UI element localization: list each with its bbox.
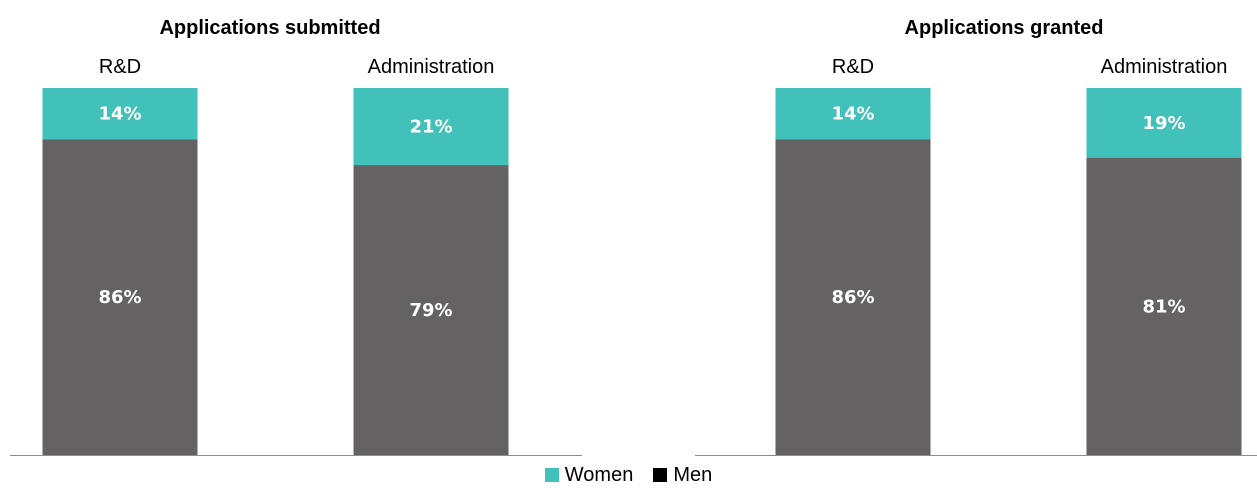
bar-women-1-1 (1086, 88, 1242, 158)
bar-women-0-0 (42, 88, 198, 140)
data-label-men-0-1: 79% (409, 300, 452, 321)
data-label-men-1-0: 86% (831, 287, 874, 308)
legend-item-men: Men (653, 464, 712, 487)
bar-men-0-1 (353, 165, 509, 455)
data-label-women-0-0: 14% (98, 104, 141, 125)
category-label-1-1: Administration (1101, 56, 1228, 78)
legend-swatch-men (653, 468, 668, 482)
data-label-women-0-1: 21% (409, 117, 452, 138)
bar-men-1-1 (1086, 157, 1242, 456)
category-label-0-1: Administration (368, 56, 495, 78)
bar-men-1-0 (775, 139, 931, 455)
legend: Women Men (0, 462, 1257, 488)
chart-title-0: Applications submitted (159, 17, 380, 39)
data-label-men-0-0: 86% (98, 287, 141, 308)
chart-title-1: Applications granted (905, 17, 1104, 39)
legend-item-women: Women (544, 463, 634, 487)
bar-women-0-1 (353, 88, 509, 166)
bar-women-1-0 (775, 88, 931, 140)
legend-label-men: Men (673, 463, 713, 486)
legend-label-women: Women (564, 463, 634, 486)
category-label-1-0: R&D (832, 56, 874, 78)
data-label-women-1-0: 14% (831, 104, 874, 125)
data-label-men-1-1: 81% (1142, 296, 1185, 317)
data-label-women-1-1: 19% (1142, 113, 1185, 134)
legend-swatch-women (544, 468, 559, 482)
bar-men-0-0 (42, 139, 198, 455)
category-label-0-0: R&D (99, 56, 141, 78)
